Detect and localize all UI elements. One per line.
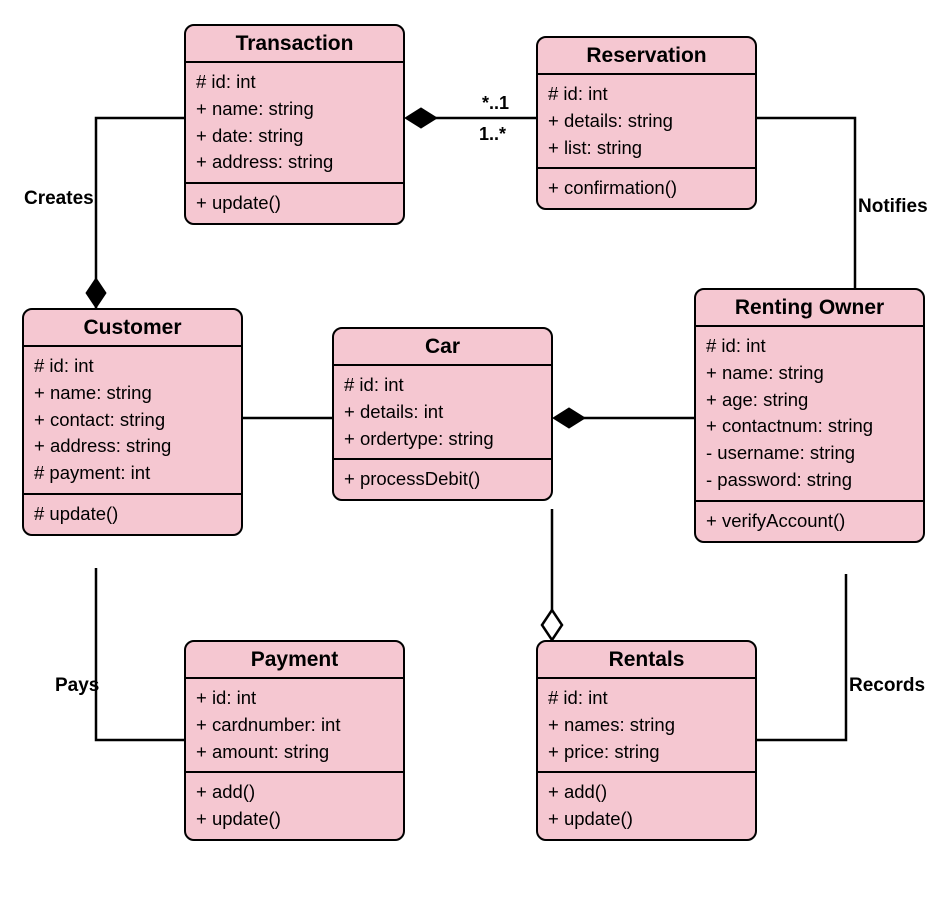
attrs: # id: int + name: string + age: string +… [696,327,923,500]
attrs: # id: int + names: string + price: strin… [538,679,755,771]
ops: + verifyAccount() [696,500,923,541]
ops: # update() [24,493,241,534]
attr-row: + details: int [344,399,541,426]
attrs: # id: int + name: string + date: string … [186,63,403,182]
attr-row: # payment: int [34,460,231,487]
class-customer: Customer # id: int + name: string + cont… [22,308,243,536]
class-title: Renting Owner [696,290,923,327]
op-row: + add() [196,779,393,806]
class-title: Rentals [538,642,755,679]
class-renting-owner: Renting Owner # id: int + name: string +… [694,288,925,543]
edge-label-records: Records [849,675,925,697]
edge-label-creates: Creates [24,188,94,210]
diamond-creates [86,278,106,308]
edge-pays [96,568,184,740]
op-row: + add() [548,779,745,806]
attr-row: + details: string [548,108,745,135]
attrs: # id: int + details: int + ordertype: st… [334,366,551,458]
class-transaction: Transaction # id: int + name: string + d… [184,24,405,225]
attr-row: + id: int [196,685,393,712]
multiplicity-top: *..1 [482,93,509,114]
attrs: + id: int + cardnumber: int + amount: st… [186,679,403,771]
attr-row: + list: string [548,135,745,162]
op-row: + processDebit() [344,466,541,493]
attrs: # id: int + name: string + contact: stri… [24,347,241,493]
class-car: Car # id: int + details: int + ordertype… [332,327,553,501]
ops: + update() [186,182,403,223]
attr-row: + ordertype: string [344,426,541,453]
attr-row: # id: int [548,81,745,108]
class-reservation: Reservation # id: int + details: string … [536,36,757,210]
attr-row: + name: string [196,96,393,123]
ops: + processDebit() [334,458,551,499]
class-title: Customer [24,310,241,347]
attr-row: + address: string [34,433,231,460]
attr-row: + name: string [34,380,231,407]
attr-row: + address: string [196,149,393,176]
op-row: # update() [34,501,231,528]
op-row: + update() [196,190,393,217]
op-row: + verifyAccount() [706,508,913,535]
attr-row: + names: string [548,712,745,739]
class-title: Reservation [538,38,755,75]
attr-row: - password: string [706,467,913,494]
class-title: Payment [186,642,403,679]
diamond-car-owner [553,408,585,428]
op-row: + confirmation() [548,175,745,202]
op-row: + update() [196,806,393,833]
ops: + confirmation() [538,167,755,208]
diamond-car-rentals [542,610,562,640]
attr-row: # id: int [344,372,541,399]
diagram-canvas: Transaction # id: int + name: string + d… [0,0,946,900]
attr-row: # id: int [34,353,231,380]
class-title: Car [334,329,551,366]
op-row: + update() [548,806,745,833]
attr-row: # id: int [706,333,913,360]
ops: + add() + update() [538,771,755,839]
class-payment: Payment + id: int + cardnumber: int + am… [184,640,405,841]
edge-label-notifies: Notifies [858,196,928,218]
attr-row: + cardnumber: int [196,712,393,739]
multiplicity-bottom: 1..* [479,124,506,145]
diamond-trans-res [405,108,437,128]
attr-row: + contactnum: string [706,413,913,440]
attrs: # id: int + details: string + list: stri… [538,75,755,167]
ops: + add() + update() [186,771,403,839]
edge-creates [96,118,184,308]
attr-row: + contact: string [34,407,231,434]
attr-row: + date: string [196,123,393,150]
edge-notifies [757,118,855,288]
edge-records [757,574,846,740]
attr-row: # id: int [548,685,745,712]
edge-label-pays: Pays [55,675,99,697]
attr-row: - username: string [706,440,913,467]
attr-row: + amount: string [196,739,393,766]
attr-row: + name: string [706,360,913,387]
attr-row: + price: string [548,739,745,766]
class-rentals: Rentals # id: int + names: string + pric… [536,640,757,841]
class-title: Transaction [186,26,403,63]
attr-row: + age: string [706,387,913,414]
attr-row: # id: int [196,69,393,96]
